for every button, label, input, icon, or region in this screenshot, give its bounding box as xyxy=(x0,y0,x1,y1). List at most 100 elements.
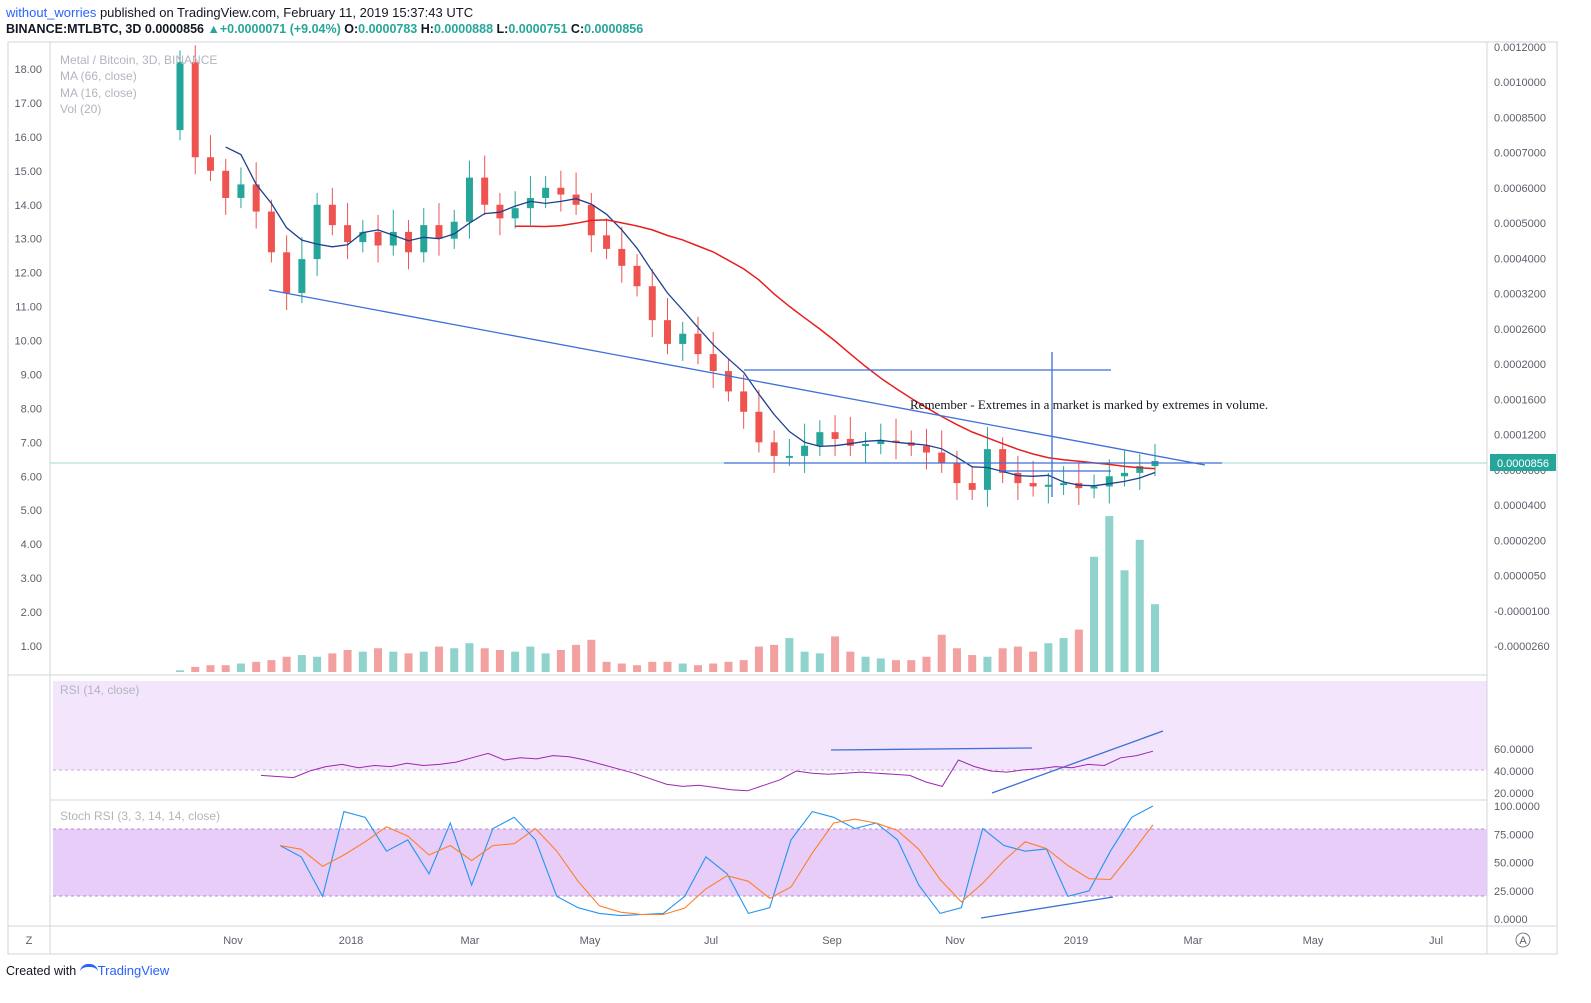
author-link[interactable]: without_worries xyxy=(6,5,97,20)
right-tick-label: 0.0001600 xyxy=(1494,394,1546,406)
a-button-label[interactable]: A xyxy=(1519,935,1527,947)
legend-vol: Vol (20) xyxy=(60,102,101,116)
candle-body[interactable] xyxy=(831,432,839,439)
volume-bar xyxy=(663,661,672,672)
candle-body[interactable] xyxy=(206,157,214,171)
candle-body[interactable] xyxy=(450,221,458,239)
right-price-axis[interactable] xyxy=(1486,41,1558,927)
candle-body[interactable] xyxy=(968,483,976,490)
candle-body[interactable] xyxy=(755,411,763,443)
volume-bar xyxy=(1029,651,1038,672)
candle-body[interactable] xyxy=(938,452,946,463)
right-tick-label: -0.0000100 xyxy=(1494,606,1550,618)
candle-body[interactable] xyxy=(191,62,199,158)
time-tick-label: 2019 xyxy=(1064,935,1088,947)
candle-body[interactable] xyxy=(740,391,748,412)
left-tick-label: 14.00 xyxy=(14,200,42,212)
candle-body[interactable] xyxy=(1060,483,1068,486)
candle-body[interactable] xyxy=(283,252,291,294)
candle-body[interactable] xyxy=(252,184,260,212)
rsi-tick-label: 60.0000 xyxy=(1494,744,1534,756)
candle-body[interactable] xyxy=(603,235,611,249)
candle-body[interactable] xyxy=(572,194,580,205)
footer: Created with TradingView xyxy=(6,963,169,978)
candle-body[interactable] xyxy=(389,231,397,246)
candle-body[interactable] xyxy=(374,231,382,246)
candle-body[interactable] xyxy=(1044,484,1052,487)
candle-body[interactable] xyxy=(359,231,367,243)
annotation-text[interactable]: Remember - Extremes in a market is marke… xyxy=(910,397,1268,412)
candle-body[interactable] xyxy=(785,455,793,458)
right-tick-label: 0.0002600 xyxy=(1494,324,1546,336)
symbol-label: BINANCE:MTLBTC, 3D xyxy=(6,22,142,36)
candle-body[interactable] xyxy=(801,445,809,456)
time-tick-label: Nov xyxy=(223,935,243,947)
candle-body[interactable] xyxy=(648,286,656,321)
candle-body[interactable] xyxy=(526,197,534,209)
candle-body[interactable] xyxy=(892,440,900,443)
candle-body[interactable] xyxy=(435,225,443,239)
left-price-axis[interactable] xyxy=(7,41,51,676)
candle-body[interactable] xyxy=(420,225,428,253)
rsi-rising-trendline[interactable] xyxy=(991,730,1164,794)
candle-body[interactable] xyxy=(344,225,352,243)
auto-button-ring[interactable] xyxy=(1515,932,1531,948)
candle-body[interactable] xyxy=(328,204,336,226)
candle-body[interactable] xyxy=(1090,486,1098,489)
candle-body[interactable] xyxy=(405,231,413,253)
candle-body[interactable] xyxy=(1121,472,1129,477)
candle-body[interactable] xyxy=(557,187,565,195)
candle-body[interactable] xyxy=(542,187,550,198)
descending-trendline[interactable] xyxy=(268,289,1206,466)
time-tick-label: Jul xyxy=(1429,935,1443,947)
candle-body[interactable] xyxy=(862,444,870,447)
candle-body[interactable] xyxy=(877,440,885,445)
left-tick-label: 5.00 xyxy=(21,505,42,517)
time-tick-label: Nov xyxy=(945,935,965,947)
left-tick-label: 9.00 xyxy=(21,369,42,381)
candle-body[interactable] xyxy=(816,432,824,446)
main-pane[interactable] xyxy=(49,41,1488,676)
volume-bar xyxy=(465,643,474,672)
candle-body[interactable] xyxy=(999,449,1007,473)
candle-body[interactable] xyxy=(465,177,473,222)
candle-body[interactable] xyxy=(237,184,245,198)
volume-bar xyxy=(648,661,657,672)
candle-body[interactable] xyxy=(983,449,991,490)
candle-body[interactable] xyxy=(1029,483,1037,487)
volume-bar xyxy=(1044,643,1053,672)
rsi-horizontal-line[interactable] xyxy=(830,747,1033,751)
candle-body[interactable] xyxy=(922,445,930,453)
candle-body[interactable] xyxy=(724,371,732,392)
candle-body[interactable] xyxy=(176,62,184,131)
candle-body[interactable] xyxy=(511,208,519,219)
z-button-label[interactable]: Z xyxy=(26,935,33,947)
candle-body[interactable] xyxy=(1105,476,1113,487)
candle-body[interactable] xyxy=(953,462,961,484)
volume-bar xyxy=(221,665,230,672)
candle-body[interactable] xyxy=(846,438,854,446)
tradingview-logo-icon xyxy=(79,964,98,977)
stoch-rising-trendline[interactable] xyxy=(980,896,1114,919)
tradingview-brand[interactable]: TradingView xyxy=(97,963,170,978)
candle-body[interactable] xyxy=(267,211,275,253)
candle-body[interactable] xyxy=(633,265,641,287)
auto-scale-left-button[interactable] xyxy=(7,925,51,955)
candle-body[interactable] xyxy=(679,333,687,344)
candle-body[interactable] xyxy=(313,204,321,260)
legend-ma66: MA (66, close) xyxy=(60,69,137,83)
volume-bar xyxy=(480,648,489,672)
candle-body[interactable] xyxy=(298,259,306,294)
candle-body[interactable] xyxy=(1136,466,1144,473)
candle-body[interactable] xyxy=(618,248,626,266)
candle-body[interactable] xyxy=(481,177,489,205)
candle-body[interactable] xyxy=(770,442,778,456)
volume-bar xyxy=(252,661,261,672)
candle-body[interactable] xyxy=(664,320,671,344)
candle-body[interactable] xyxy=(1014,472,1022,484)
candle-body[interactable] xyxy=(694,333,702,355)
candle-body[interactable] xyxy=(222,170,230,198)
volume-bar xyxy=(495,649,504,672)
candle-body[interactable] xyxy=(709,354,717,372)
